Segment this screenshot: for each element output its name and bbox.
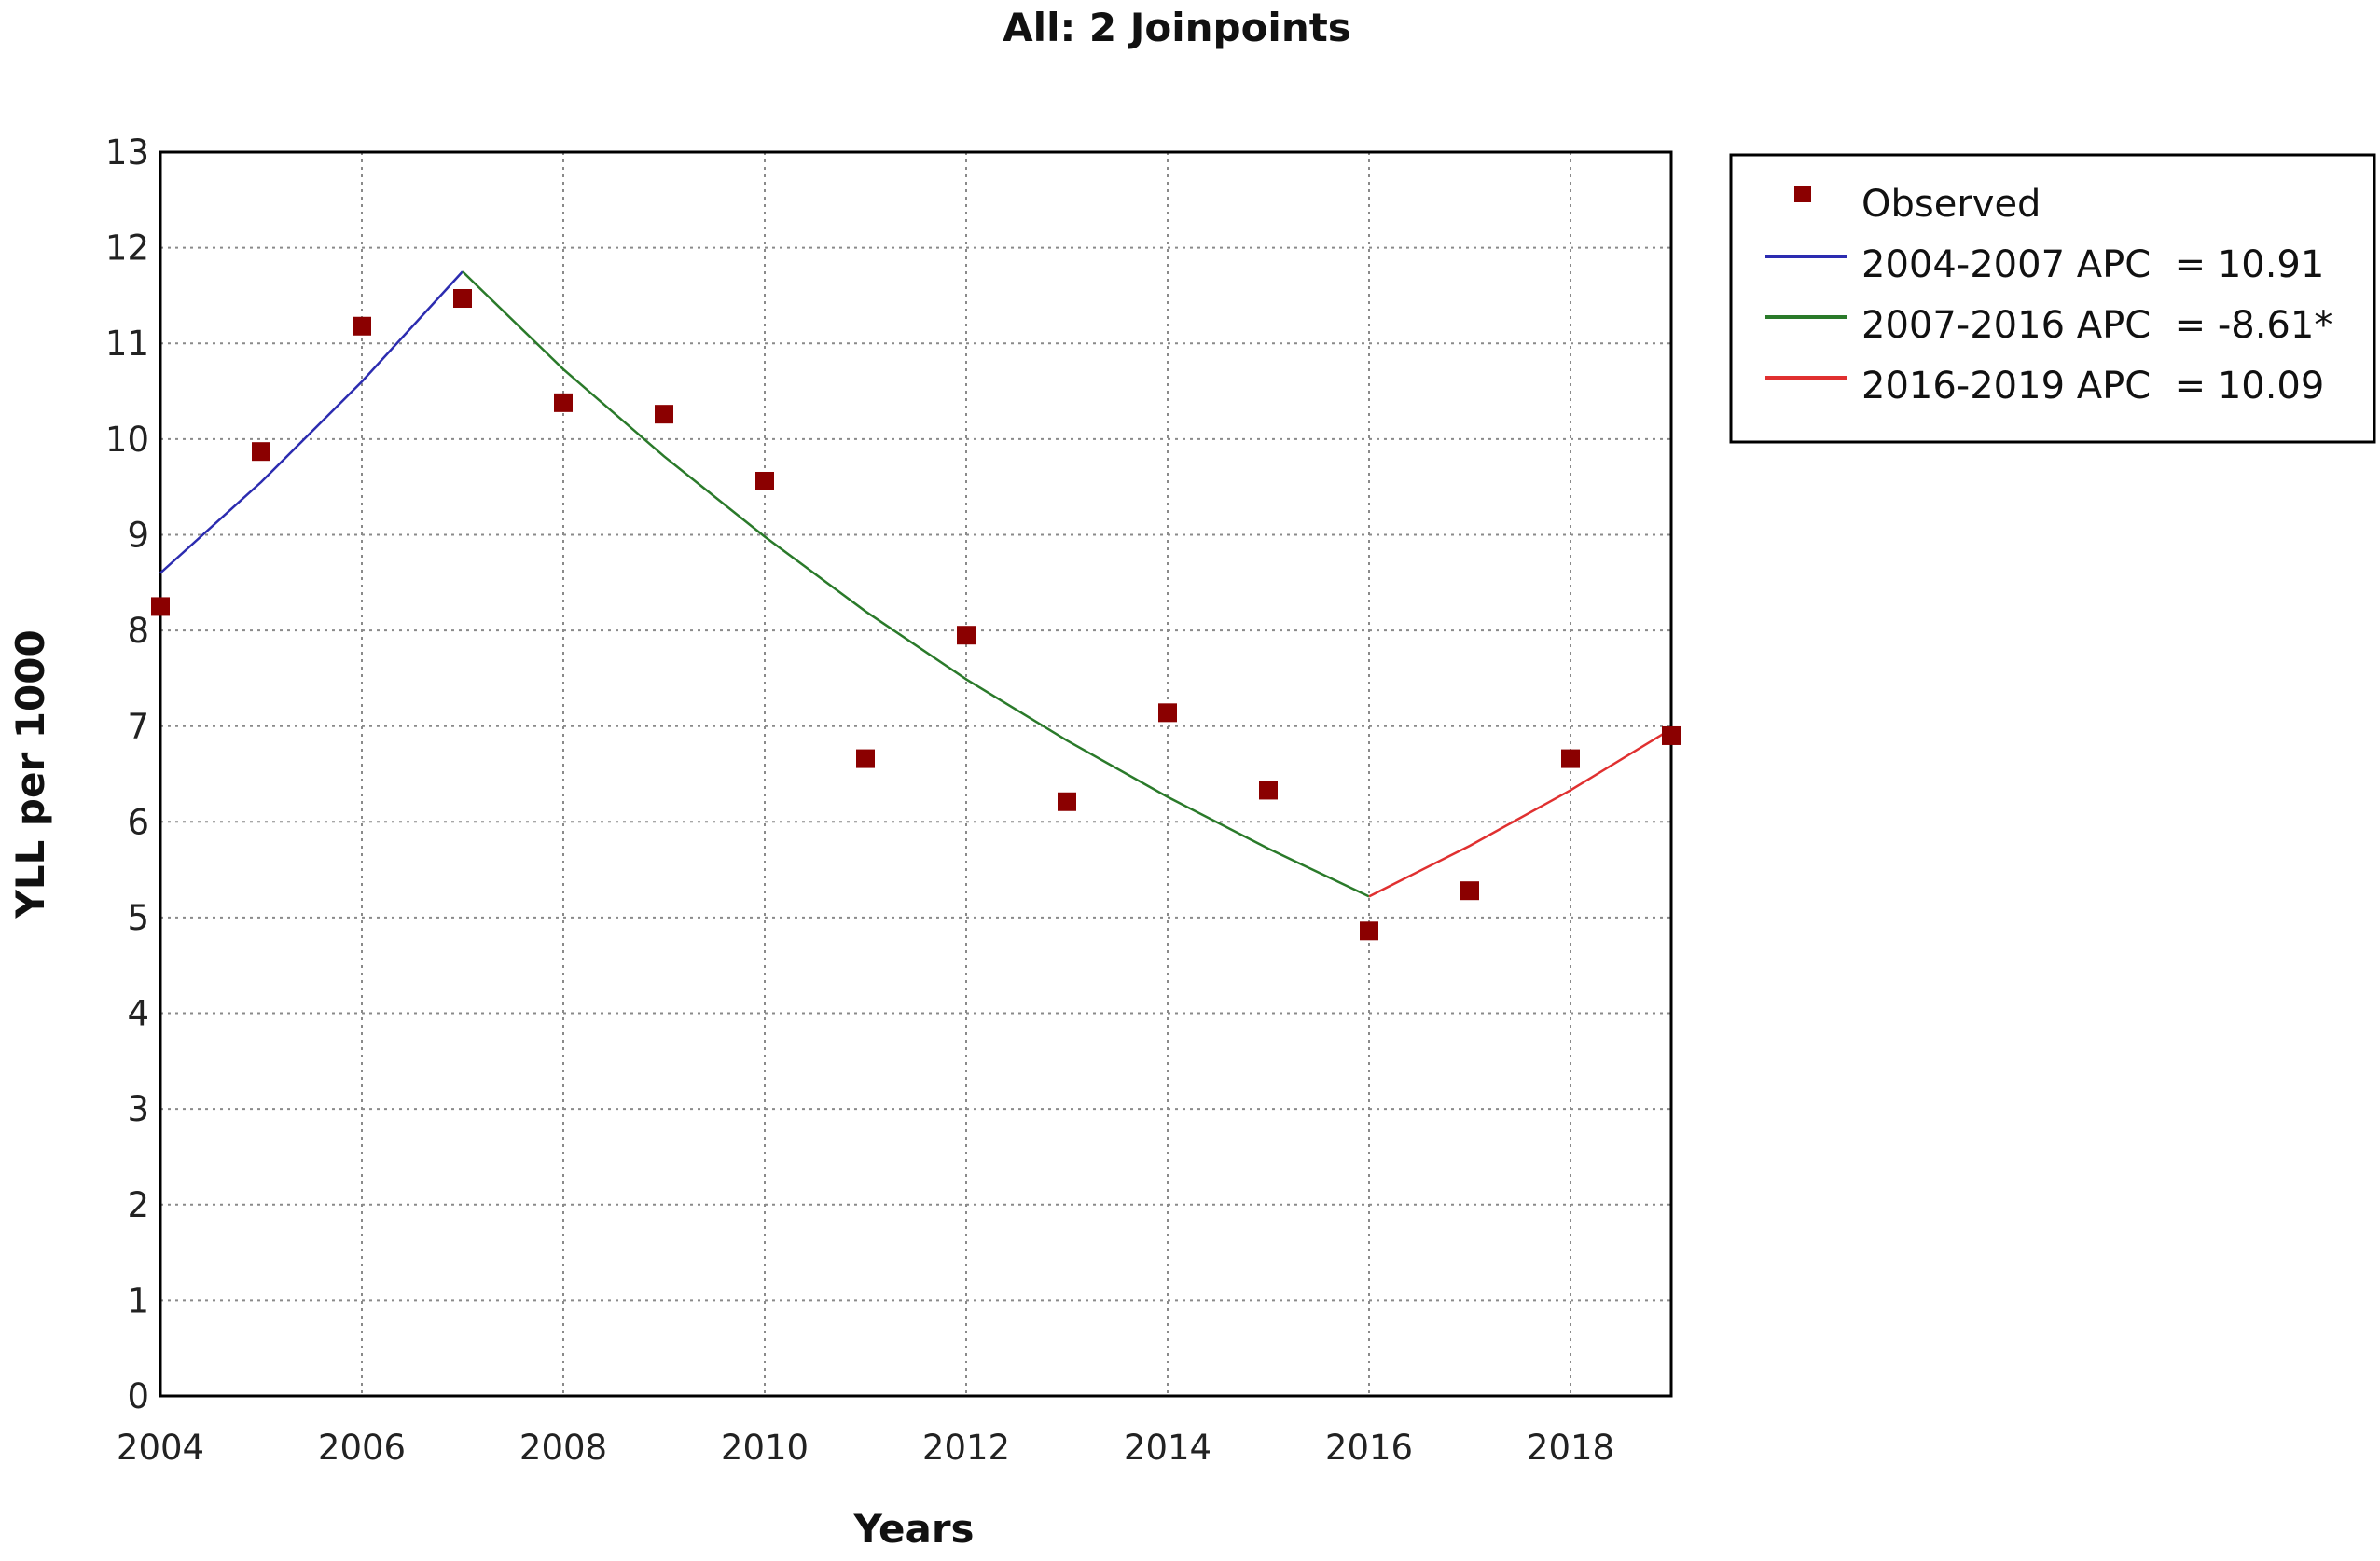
chart-title: All: 2 Joinpoints <box>1003 5 1351 50</box>
observed-point <box>1158 703 1177 723</box>
grid <box>160 152 1671 1396</box>
observed-point <box>755 471 774 490</box>
observed-point <box>856 749 875 768</box>
plot-frame <box>159 150 1673 1398</box>
observed-point <box>453 289 472 309</box>
x-axis-ticks: 2004 2006 2008 2010 2012 2014 2016 2018 <box>117 1428 1614 1468</box>
x-tick-label: 2014 <box>1124 1428 1211 1468</box>
legend-box <box>1729 153 2376 444</box>
y-tick-label: 5 <box>127 898 149 938</box>
y-tick-label: 8 <box>127 611 149 651</box>
observed-points <box>151 289 1681 941</box>
observed-point <box>1561 749 1580 768</box>
series-line-2 <box>462 270 1370 898</box>
x-tick-label: 2004 <box>117 1428 204 1468</box>
legend-label-observed: Observed <box>1861 183 2041 226</box>
x-tick-label: 2008 <box>519 1428 607 1468</box>
y-tick-label: 7 <box>127 707 149 747</box>
observed-point <box>353 316 371 336</box>
x-axis-title: Years <box>852 1506 974 1552</box>
observed-point <box>957 626 976 645</box>
observed-point <box>655 405 673 424</box>
y-tick-label: 12 <box>105 228 149 269</box>
observed-point <box>554 393 573 412</box>
series-lines <box>159 270 1672 898</box>
legend-label-1: 2004-2007 APC = 10.91 <box>1861 243 2324 286</box>
legend-entries: Observed 2004-2007 APC = 10.91 2007-2016 A… <box>1765 183 2332 408</box>
x-tick-label: 2006 <box>318 1428 406 1468</box>
y-tick-label: 10 <box>105 420 149 460</box>
legend: Observed 2004-2007 APC = 10.91 2007-2016 A… <box>1729 153 2376 444</box>
series-line-1 <box>159 270 464 574</box>
y-tick-label: 2 <box>127 1185 149 1225</box>
x-tick-label: 2012 <box>922 1428 1010 1468</box>
y-tick-label: 4 <box>127 994 149 1034</box>
observed-point <box>1058 792 1076 811</box>
legend-label-3: 2016-2019 APC = 10.09 <box>1861 365 2324 408</box>
observed-point <box>1662 725 1681 745</box>
y-tick-label: 13 <box>105 132 149 173</box>
y-tick-label: 0 <box>127 1376 149 1416</box>
observed-point <box>1460 881 1479 901</box>
observed-point <box>1259 780 1278 800</box>
series-line-3 <box>1368 727 1672 898</box>
legend-marker-observed <box>1794 186 1811 202</box>
y-tick-label: 3 <box>127 1089 149 1129</box>
y-tick-label: 6 <box>127 802 149 842</box>
x-tick-label: 2018 <box>1527 1428 1614 1468</box>
y-axis-title: YLL per 1000 <box>7 629 53 919</box>
observed-point <box>1360 921 1378 941</box>
y-tick-label: 11 <box>105 324 149 364</box>
y-tick-label: 1 <box>127 1280 149 1320</box>
x-tick-label: 2016 <box>1325 1428 1413 1468</box>
x-tick-label: 2010 <box>721 1428 809 1468</box>
observed-point <box>252 442 270 462</box>
legend-label-2: 2007-2016 APC = -8.61* <box>1861 304 2332 347</box>
y-tick-label: 9 <box>127 515 149 555</box>
observed-point <box>151 597 170 616</box>
